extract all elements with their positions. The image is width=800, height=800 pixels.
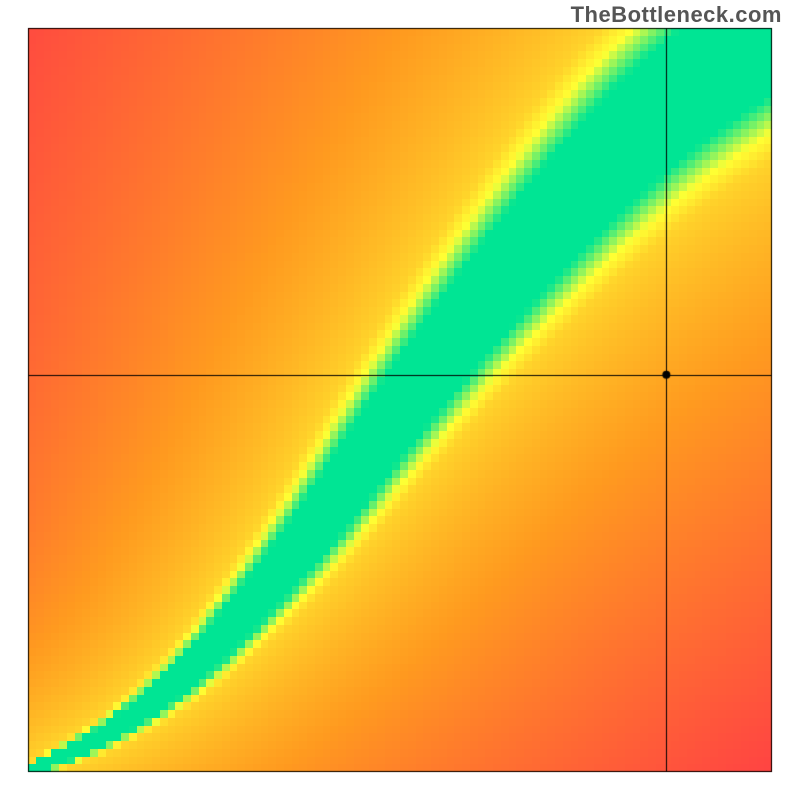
watermark-label: TheBottleneck.com [571,2,782,28]
chart-container: TheBottleneck.com [0,0,800,800]
heatmap-canvas [28,28,772,772]
